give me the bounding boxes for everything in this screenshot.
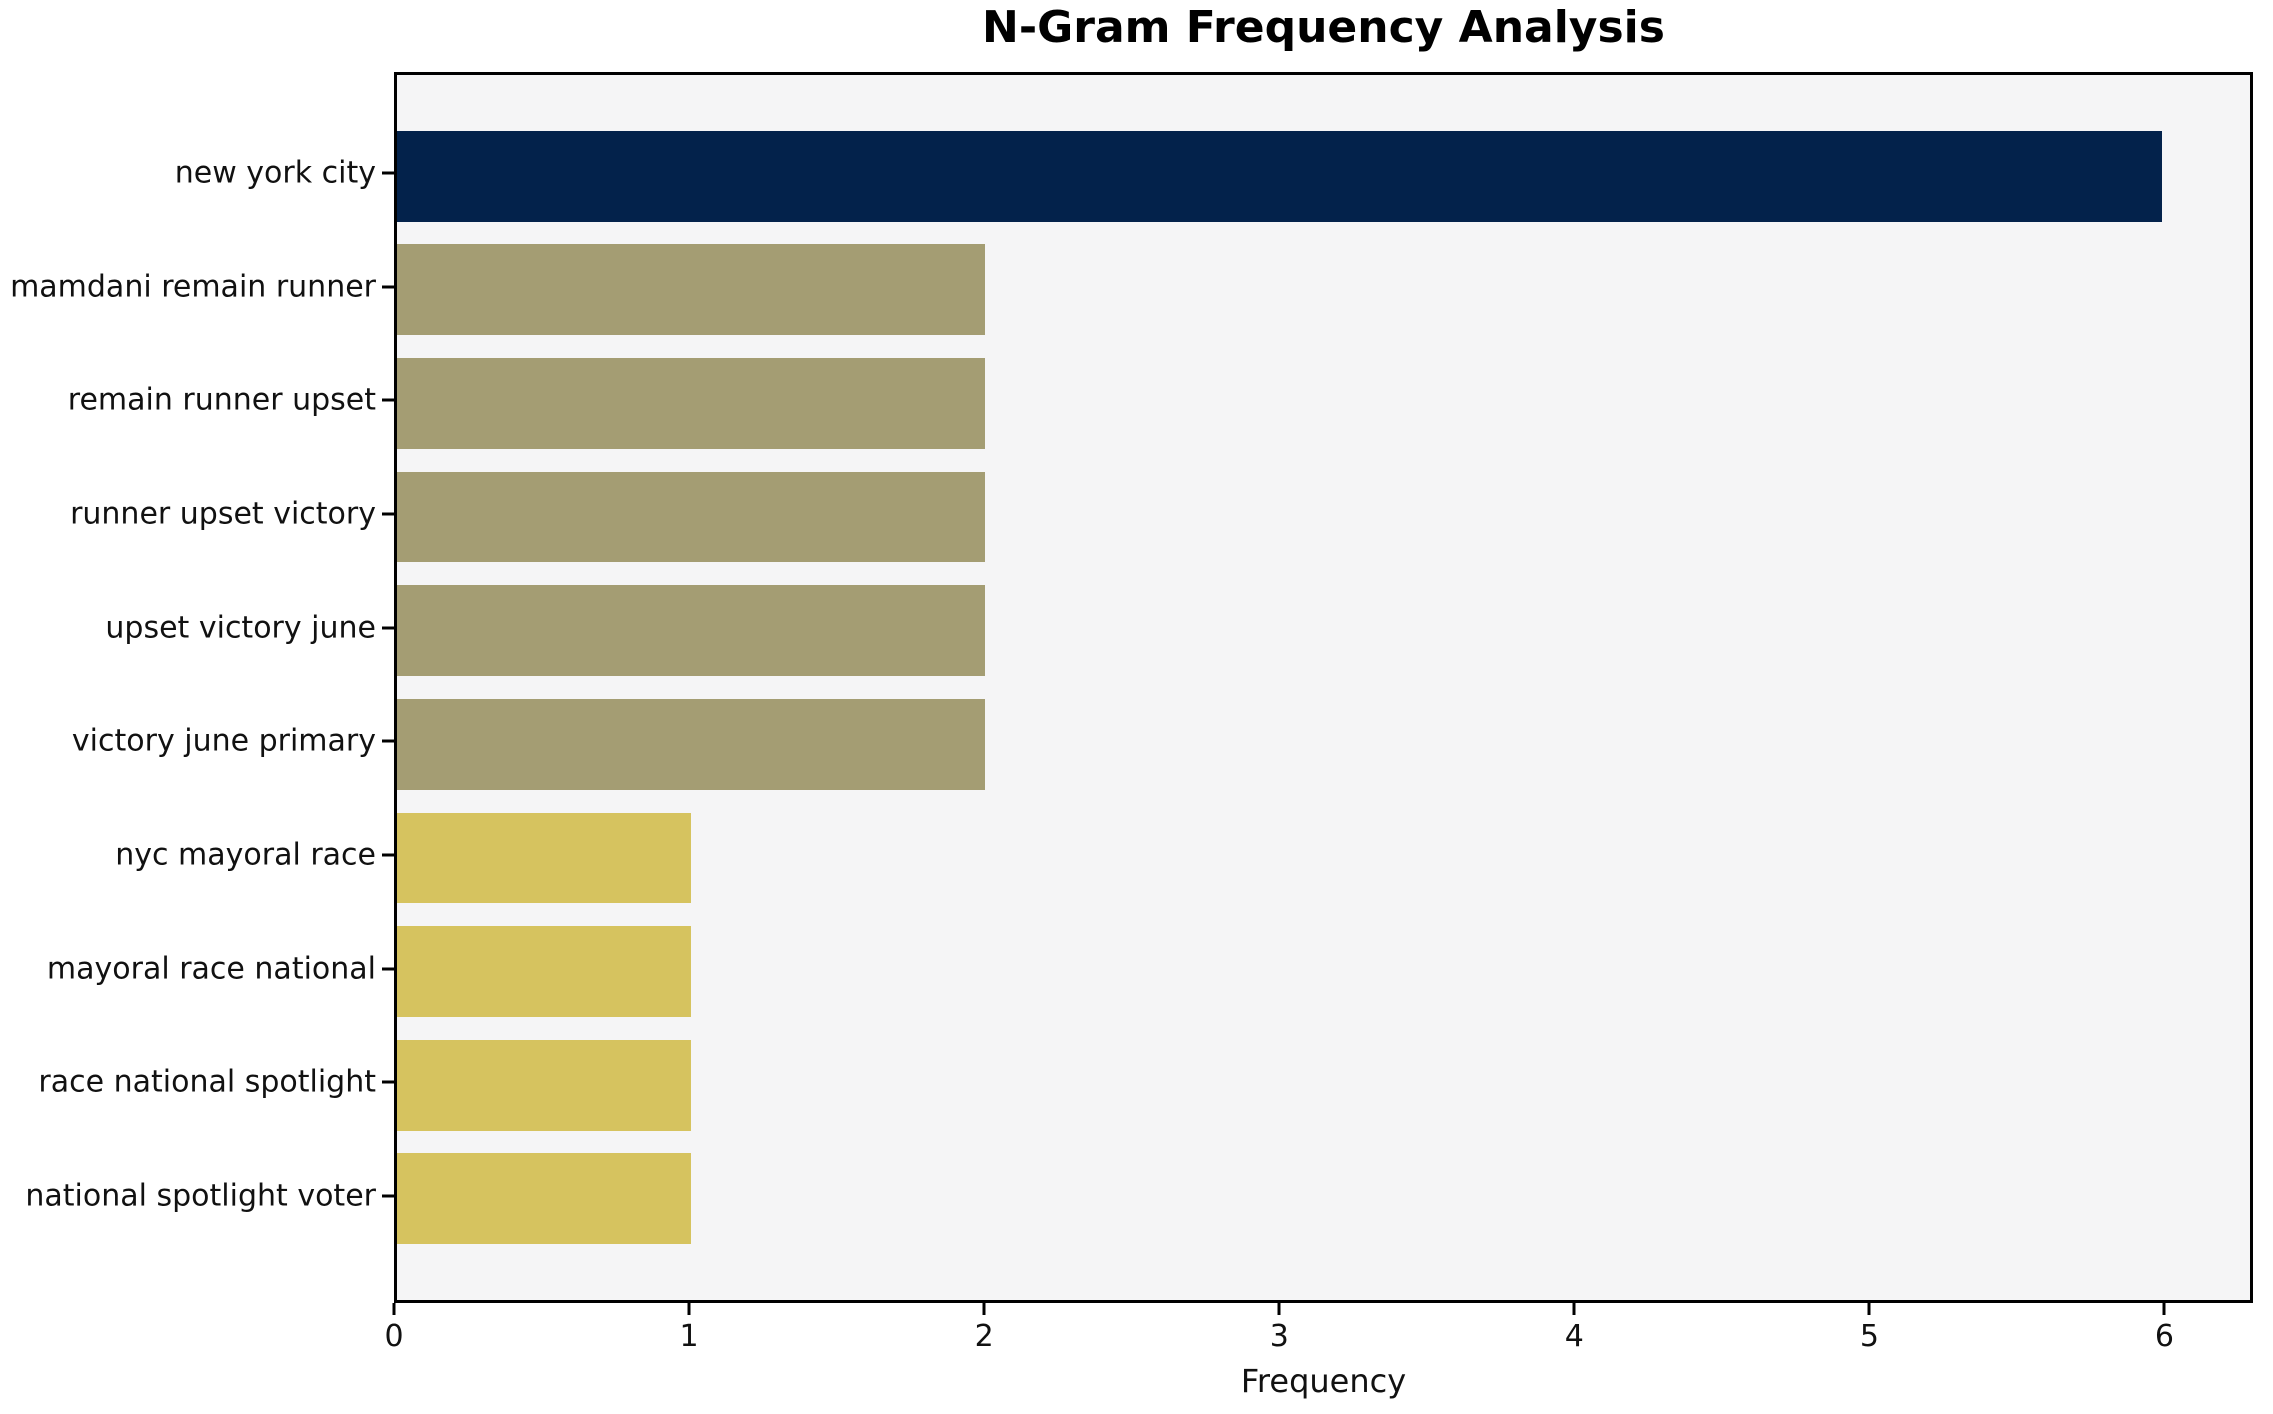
bar bbox=[397, 1153, 692, 1245]
bar bbox=[397, 698, 986, 790]
bar bbox=[397, 357, 986, 449]
y-axis-labels: new york city mamdani remain runner remain… bbox=[0, 72, 376, 1303]
bar bbox=[397, 1039, 692, 1131]
y-tick bbox=[382, 398, 394, 402]
y-tick-label: nyc mayoral race bbox=[115, 837, 376, 873]
y-tick bbox=[382, 512, 394, 516]
y-tick bbox=[382, 1080, 394, 1084]
x-tick-label: 3 bbox=[1269, 1319, 1289, 1354]
x-tick-label: 6 bbox=[2154, 1319, 2175, 1354]
x-tick bbox=[2162, 1303, 2166, 1315]
y-tick bbox=[382, 739, 394, 743]
y-tick-label: upset victory june bbox=[105, 610, 376, 646]
x-tick-label: 2 bbox=[974, 1319, 994, 1354]
x-tick bbox=[1867, 1303, 1871, 1315]
bar bbox=[397, 244, 986, 336]
x-axis: 0 1 2 3 4 5 6 bbox=[384, 1303, 2253, 1363]
bar bbox=[397, 471, 986, 563]
x-tick bbox=[982, 1303, 986, 1315]
y-tick bbox=[382, 626, 394, 630]
y-tick-label: victory june primary bbox=[71, 723, 376, 759]
y-tick-label: mayoral race national bbox=[46, 951, 376, 987]
chart-title: N-Gram Frequency Analysis bbox=[982, 2, 1665, 53]
y-tick bbox=[382, 967, 394, 971]
y-axis-ticks bbox=[382, 72, 394, 1303]
y-tick bbox=[382, 285, 394, 289]
x-axis-title: Frequency bbox=[1240, 1362, 1407, 1400]
x-tick bbox=[1572, 1303, 1576, 1315]
x-tick-label: 4 bbox=[1564, 1319, 1584, 1354]
y-tick bbox=[382, 853, 394, 857]
bar bbox=[397, 926, 692, 1018]
bar bbox=[397, 812, 692, 904]
plot-area bbox=[394, 72, 2253, 1303]
y-tick bbox=[382, 1194, 394, 1198]
y-tick-label: remain runner upset bbox=[67, 382, 376, 418]
y-tick bbox=[382, 171, 394, 175]
bar bbox=[397, 130, 2162, 222]
y-tick-label: new york city bbox=[174, 155, 376, 191]
y-tick-label: race national spotlight bbox=[38, 1064, 376, 1100]
x-tick bbox=[392, 1303, 396, 1315]
x-tick-label: 0 bbox=[384, 1319, 404, 1354]
y-tick-label: mamdani remain runner bbox=[10, 269, 376, 305]
y-tick-label: runner upset victory bbox=[70, 496, 376, 532]
x-tick bbox=[1277, 1303, 1281, 1315]
bar bbox=[397, 585, 986, 677]
x-tick-label: 1 bbox=[679, 1319, 699, 1354]
x-tick bbox=[687, 1303, 691, 1315]
x-tick-label: 5 bbox=[1859, 1319, 1879, 1354]
y-tick-label: national spotlight voter bbox=[25, 1178, 376, 1214]
